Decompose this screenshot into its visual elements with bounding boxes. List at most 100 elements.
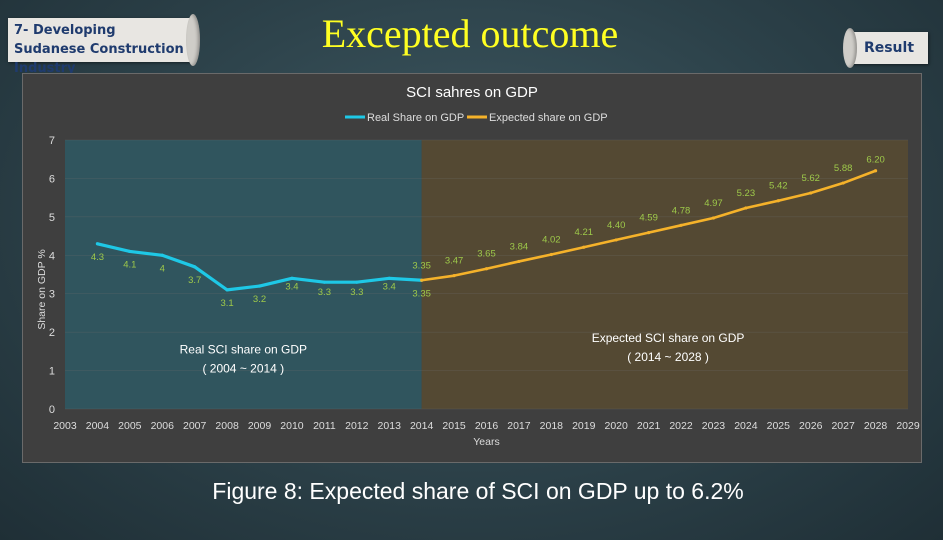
region-label-line2: ( 2004 ~ 2014 ) (202, 361, 284, 375)
x-tick-label: 2022 (669, 420, 693, 432)
legend-label-real: Real Share on GDP (367, 112, 464, 124)
data-point-expected (679, 223, 683, 227)
data-point-real (160, 253, 164, 257)
data-point-real (355, 280, 359, 284)
x-tick-label: 2024 (734, 420, 758, 432)
data-point-real (128, 249, 132, 254)
x-tick-label: 2018 (540, 420, 564, 432)
data-label-real: 3.3 (318, 287, 331, 298)
x-tick-label: 2008 (215, 420, 239, 432)
data-point-expected (549, 252, 553, 257)
data-label-expected: 4.02 (542, 235, 561, 246)
y-tick-label: 3 (49, 289, 55, 301)
data-point-expected (744, 206, 748, 210)
chart-container: SCI sahres on GDP Real Share on GDP Expect… (22, 73, 922, 463)
data-point-expected (809, 191, 813, 195)
x-tick-label: 2021 (637, 420, 661, 432)
data-point-expected (711, 216, 716, 220)
data-point-expected (873, 169, 878, 173)
data-point-expected (484, 267, 489, 271)
data-label-expected: 4.78 (672, 205, 691, 216)
region-label-line1: Real SCI share on GDP (180, 342, 307, 356)
data-label-expected: 4.40 (607, 220, 626, 231)
x-tick-label: 2019 (572, 420, 596, 432)
data-label-expected: 3.35 (412, 260, 431, 271)
region-label-line1: Expected SCI share on GDP (592, 331, 745, 345)
x-tick-label: 2010 (280, 420, 304, 432)
x-tick-label: 2005 (118, 420, 142, 432)
y-tick-label: 4 (49, 250, 55, 262)
data-label-expected: 4.97 (704, 198, 723, 209)
y-tick-label: 0 (49, 404, 55, 416)
data-point-expected (517, 259, 521, 264)
y-tick-label: 2 (49, 327, 55, 339)
data-point-expected (776, 199, 780, 203)
x-axis-label: Years (473, 436, 499, 448)
data-label-real: 4.1 (123, 259, 136, 270)
x-tick-label: 2013 (378, 420, 402, 432)
data-label-expected: 5.42 (769, 181, 788, 192)
x-tick-label: 2011 (313, 420, 336, 432)
page-title: Excepted outcome (321, 11, 619, 56)
y-tick-label: 7 (49, 135, 55, 147)
data-label-expected: 4.59 (639, 213, 658, 224)
data-point-expected (841, 181, 845, 185)
scroll-end-decoration (186, 14, 200, 66)
chart-title: SCI sahres on GDP (406, 84, 538, 101)
x-tick-label: 2015 (442, 420, 466, 432)
x-tick-label: 2020 (605, 420, 629, 432)
data-point-real (290, 276, 294, 280)
data-label-expected: 4.21 (575, 227, 594, 238)
data-point-expected (614, 238, 618, 242)
data-label-expected: 5.23 (737, 188, 756, 199)
region-real (65, 140, 422, 409)
data-point-real (193, 265, 197, 269)
data-point-expected (420, 278, 424, 282)
result-tab-label: Result (863, 40, 915, 56)
figure-caption: Figure 8: Expected share of SCI on GDP u… (212, 478, 744, 504)
section-title-tab: 7- Developing Sudanese Construction Indu… (8, 18, 192, 76)
y-axis-label: Share on GDP % (36, 249, 48, 329)
x-tick-label: 2012 (345, 420, 369, 432)
data-label-expected: 3.47 (445, 256, 464, 267)
data-label-expected: 6.20 (866, 155, 885, 166)
x-tick-label: 2007 (183, 420, 207, 432)
data-label-expected: 3.65 (477, 249, 496, 260)
data-label-real: 3.3 (350, 287, 363, 298)
x-tick-label: 2023 (702, 420, 726, 432)
sci-gdp-chart: SCI sahres on GDP Real Share on GDP Expect… (36, 84, 920, 448)
data-label-real: 3.4 (383, 281, 396, 292)
data-point-expected (582, 245, 586, 249)
data-label-real: 4.3 (91, 252, 104, 263)
data-point-real (95, 242, 100, 246)
data-label-expected: 5.62 (801, 173, 820, 184)
data-label-real: 3.2 (253, 294, 266, 305)
data-point-real (322, 280, 326, 284)
y-tick-label: 6 (49, 173, 55, 185)
y-tick-label: 5 (49, 212, 55, 224)
x-tick-label: 2027 (831, 420, 855, 432)
x-tick-label: 2003 (53, 420, 77, 432)
data-point-expected (647, 231, 651, 235)
x-tick-label: 2028 (864, 420, 888, 432)
x-tick-label: 2017 (507, 420, 531, 432)
x-tick-label: 2025 (767, 420, 791, 432)
legend-label-expected: Expected share on GDP (489, 112, 608, 124)
data-label-real: 4 (160, 263, 165, 274)
x-tick-label: 2004 (86, 420, 110, 432)
data-point-expected (452, 274, 456, 278)
data-point-real (387, 276, 391, 280)
data-label-real: 3.1 (221, 298, 234, 309)
data-label-expected: 3.84 (510, 241, 529, 252)
x-tick-label: 2016 (475, 420, 499, 432)
data-point-real (225, 288, 229, 292)
region-label-line2: ( 2014 ~ 2028 ) (627, 350, 709, 364)
data-label-expected: 5.88 (834, 163, 853, 174)
x-tick-label: 2026 (799, 420, 823, 432)
result-tab[interactable]: Result (850, 32, 928, 64)
section-title: 7- Developing Sudanese Construction Indu… (14, 23, 184, 76)
region-expected (421, 140, 908, 409)
scroll-end-decoration-right (843, 28, 857, 68)
y-tick-label: 1 (49, 366, 55, 378)
x-tick-label: 2009 (248, 420, 272, 432)
